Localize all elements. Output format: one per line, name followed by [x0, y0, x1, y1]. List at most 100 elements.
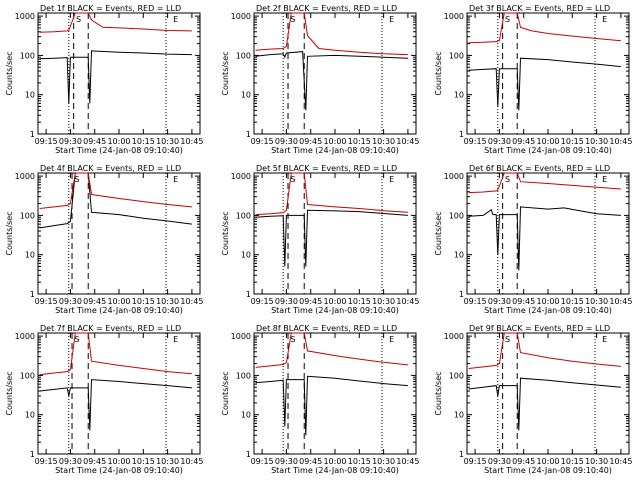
x-tick-label: 10:00: [323, 457, 346, 466]
x-axis-label: Start Time (24-Jan-08 09:10:40): [55, 146, 183, 155]
x-tick-label: 10:00: [536, 457, 559, 466]
plot-frame: [37, 332, 201, 455]
chart-title: Det 7f BLACK = Events, RED = LLD: [40, 324, 181, 333]
x-tick-label: 10:15: [132, 297, 155, 306]
x-tick-label: 09:15: [35, 297, 58, 306]
x-tick-label: 09:15: [35, 457, 58, 466]
y-axis-label: Counts/sec: [5, 51, 14, 95]
x-tick-label: 09:45: [299, 297, 322, 306]
y-axis-label: Counts/sec: [5, 211, 14, 255]
x-tick-label: 10:30: [372, 457, 395, 466]
chart-title: Det 3f BLACK = Events, RED = LLD: [469, 4, 610, 13]
x-tick-label: 09:30: [59, 457, 82, 466]
series-lld: [39, 172, 192, 209]
end-marker: E: [602, 335, 607, 344]
x-tick-label: 09:45: [512, 137, 535, 146]
start-marker: S: [76, 15, 81, 24]
detector-chart-6: Det 6f BLACK = Events, RED = LLD 1 10 100 10…: [434, 164, 632, 315]
end-marker: E: [389, 175, 394, 184]
x-tick-label: 10:45: [396, 457, 419, 466]
x-tick-label: 10:30: [372, 137, 395, 146]
y-tick-label: 10: [25, 91, 35, 100]
y-tick-label: 100: [236, 51, 251, 60]
x-tick-label: 10:45: [609, 297, 632, 306]
y-tick-label: 1000: [231, 12, 251, 21]
x-tick-label: 09:45: [299, 457, 322, 466]
x-tick-label: 10:15: [348, 297, 371, 306]
x-tick-label: 10:30: [585, 137, 608, 146]
x-axis-label: Start Time (24-Jan-08 09:10:40): [55, 466, 183, 475]
end-marker: E: [389, 335, 394, 344]
x-tick-label: 10:45: [396, 297, 419, 306]
y-tick-label: 100: [449, 371, 464, 380]
y-tick-label: 10: [454, 411, 464, 420]
y-tick-label: 1: [246, 290, 251, 299]
x-tick-label: 10:30: [156, 297, 179, 306]
x-axis-label: Start Time (24-Jan-08 09:10:40): [271, 466, 399, 475]
end-marker: E: [173, 175, 178, 184]
x-tick-label: 09:45: [299, 137, 322, 146]
detector-chart-9: Det 9f BLACK = Events, RED = LLD 1 10 100 10…: [434, 324, 632, 475]
x-tick-label: 10:00: [536, 297, 559, 306]
x-tick-label: 10:30: [585, 297, 608, 306]
detector-chart-3: Det 3f BLACK = Events, RED = LLD 1 10 100 10…: [434, 4, 632, 155]
x-axis-label: Start Time (24-Jan-08 09:10:40): [484, 146, 612, 155]
series-lld: [255, 172, 408, 216]
y-axis-label: Counts/sec: [434, 371, 443, 415]
detector-chart-5: Det 5f BLACK = Events, RED = LLD 1 10 100 10…: [221, 164, 419, 315]
y-axis-label: Counts/sec: [221, 371, 230, 415]
x-tick-label: 09:30: [275, 297, 298, 306]
y-tick-label: 1000: [231, 172, 251, 181]
y-tick-label: 10: [241, 91, 251, 100]
x-tick-label: 09:30: [59, 137, 82, 146]
series-lld: [255, 332, 408, 368]
y-tick-label: 1: [459, 130, 464, 139]
series-events: [468, 57, 621, 111]
detector-chart-7: Det 7f BLACK = Events, RED = LLD 1 10 100 10…: [5, 324, 203, 475]
y-tick-label: 10: [241, 411, 251, 420]
start-marker: S: [505, 175, 510, 184]
start-marker: S: [290, 15, 295, 24]
y-tick-label: 1000: [444, 332, 464, 341]
series-events: [39, 50, 192, 104]
x-axis-label: Start Time (24-Jan-08 09:10:40): [55, 306, 183, 315]
series-events: [255, 375, 408, 436]
y-tick-label: 100: [236, 371, 251, 380]
series-lld: [39, 332, 192, 376]
y-tick-label: 1000: [231, 332, 251, 341]
x-tick-label: 10:15: [348, 137, 371, 146]
start-marker: S: [505, 15, 510, 24]
y-tick-label: 100: [449, 211, 464, 220]
y-axis-label: Counts/sec: [434, 51, 443, 95]
y-tick-label: 10: [454, 251, 464, 260]
chart-title: Det 5f BLACK = Events, RED = LLD: [256, 164, 397, 173]
x-tick-label: 09:45: [512, 457, 535, 466]
x-tick-label: 09:45: [512, 297, 535, 306]
x-tick-label: 10:30: [372, 297, 395, 306]
x-tick-label: 10:00: [107, 297, 130, 306]
x-tick-label: 10:00: [107, 137, 130, 146]
plot-frame: [253, 332, 417, 455]
series-lld: [39, 12, 192, 33]
series-events: [255, 209, 408, 267]
y-axis-label: Counts/sec: [221, 51, 230, 95]
y-axis-label: Counts/sec: [5, 371, 14, 415]
chart-title: Det 6f BLACK = Events, RED = LLD: [469, 164, 610, 173]
x-tick-label: 09:15: [464, 297, 487, 306]
x-tick-label: 10:45: [609, 137, 632, 146]
x-tick-label: 10:30: [156, 137, 179, 146]
series-lld: [468, 172, 621, 194]
plot-frame: [466, 12, 630, 135]
start-marker: S: [505, 335, 510, 344]
x-tick-label: 10:00: [107, 457, 130, 466]
y-axis-label: Counts/sec: [434, 211, 443, 255]
x-axis-label: Start Time (24-Jan-08 09:10:40): [484, 306, 612, 315]
chart-title: Det 1f BLACK = Events, RED = LLD: [40, 4, 181, 13]
x-tick-label: 09:30: [59, 297, 82, 306]
x-axis-label: Start Time (24-Jan-08 09:10:40): [271, 306, 399, 315]
x-tick-label: 09:15: [35, 137, 58, 146]
plot-frame: [37, 172, 201, 295]
y-tick-label: 1000: [15, 172, 35, 181]
end-marker: E: [173, 15, 178, 24]
x-tick-label: 10:00: [536, 137, 559, 146]
